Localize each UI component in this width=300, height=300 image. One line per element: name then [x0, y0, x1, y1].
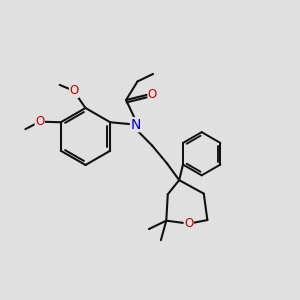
Text: N: N	[130, 118, 141, 132]
Text: O: O	[184, 217, 194, 230]
Text: O: O	[70, 84, 79, 98]
Text: O: O	[148, 88, 157, 101]
Text: O: O	[35, 115, 44, 128]
